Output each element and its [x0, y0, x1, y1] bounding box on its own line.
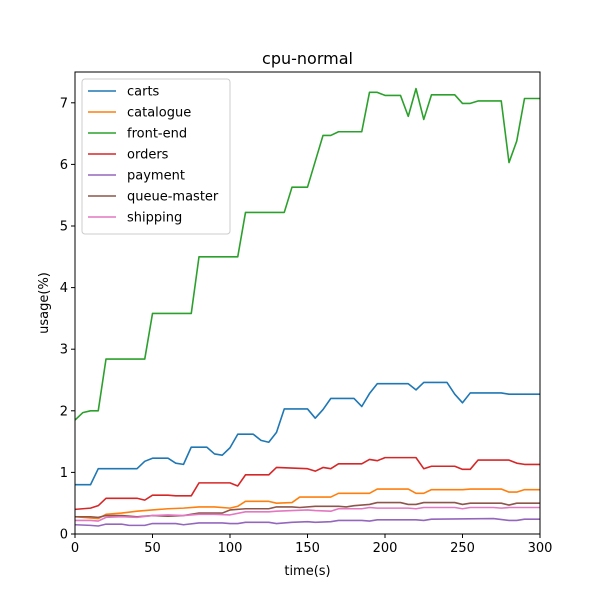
- x-tick-label: 50: [144, 541, 161, 556]
- series-line-shipping: [75, 506, 540, 522]
- series-line-payment: [74, 517, 540, 527]
- x-tick-label: 0: [71, 541, 79, 556]
- y-tick-label: 3: [60, 343, 68, 358]
- x-tick-label: 100: [218, 541, 243, 556]
- y-axis: 0 1 2 3 4 5 6 7: [60, 96, 75, 543]
- x-axis: 0 50 100 150 200 250 300: [71, 534, 553, 556]
- legend-label-orders: orders: [127, 148, 169, 163]
- x-tick-label: 250: [450, 541, 475, 556]
- y-tick-label: 2: [60, 404, 68, 419]
- legend-label-shipping: shipping: [127, 211, 182, 226]
- series-layer: [74, 87, 540, 527]
- y-tick-label: 6: [60, 158, 68, 173]
- x-tick-label: 300: [528, 541, 553, 556]
- y-tick-label: 7: [60, 96, 68, 111]
- series-line-catalogue: [74, 488, 540, 520]
- y-tick-label: 0: [60, 528, 68, 543]
- chart-title: cpu-normal: [262, 49, 353, 68]
- legend: carts catalogue front-end orders payment queu…: [81, 78, 231, 235]
- series-line-orders: [74, 456, 540, 511]
- legend-box: [81, 78, 231, 235]
- legend-label-queue-master: queue-master: [127, 190, 219, 205]
- series-line-front-end: [74, 87, 540, 421]
- x-tick-label: 200: [373, 541, 398, 556]
- y-tick-label: 5: [60, 220, 68, 235]
- y-axis-label: usage(%): [37, 272, 52, 334]
- x-axis-label: time(s): [284, 564, 330, 579]
- legend-label-carts: carts: [127, 85, 160, 100]
- legend-label-payment: payment: [127, 169, 185, 184]
- x-tick-label: 150: [295, 541, 320, 556]
- legend-label-catalogue: catalogue: [127, 106, 191, 121]
- y-tick-label: 1: [60, 466, 68, 481]
- y-tick-label: 4: [60, 281, 68, 296]
- legend-label-front-end: front-end: [127, 127, 187, 142]
- series-line-carts: [75, 381, 540, 486]
